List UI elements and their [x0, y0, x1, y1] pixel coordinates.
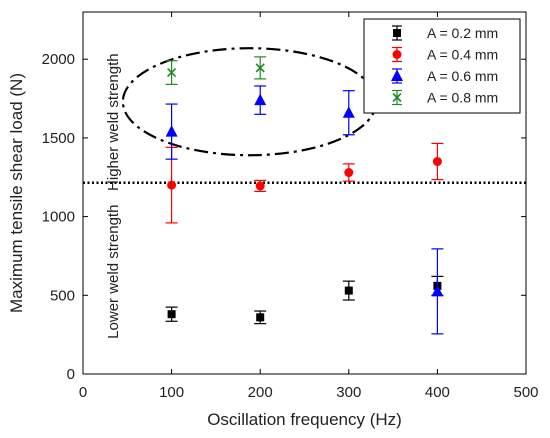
legend-label-1: A = 0.4 mm	[427, 47, 498, 63]
data-point-series-3-0	[167, 68, 177, 78]
legend: A = 0.2 mm A = 0.4 mm A = 0.6 mm A = 0.8 mm	[363, 18, 521, 114]
data-point-series-2-2	[342, 106, 355, 118]
y-tick-label-2000: 2000	[42, 51, 75, 68]
data-point-series-2-1	[254, 93, 267, 106]
data-point-series-2-3	[431, 284, 444, 297]
y-tick-label-1000: 1000	[42, 209, 75, 226]
x-tick-label-400: 400	[425, 384, 450, 401]
highlight-ellipse	[121, 47, 378, 157]
y-tick-label-500: 500	[50, 287, 75, 304]
y-tick-label-0: 0	[67, 366, 75, 383]
lower-weld-strength-annotation: Lower weld strength	[105, 205, 122, 339]
legend-label-0: A = 0.2 mm	[427, 25, 498, 41]
data-point-series-1-1	[255, 181, 265, 191]
legend-entry-3: A = 0.8 mm	[392, 90, 498, 106]
x-tick-label-100: 100	[159, 384, 184, 401]
legend-box	[363, 18, 521, 114]
data-point-series-1-3	[432, 157, 442, 167]
legend-marker-2	[391, 69, 403, 81]
legend-label-3: A = 0.8 mm	[427, 90, 498, 106]
series-1	[165, 142, 444, 224]
data-point-series-0-2	[344, 286, 353, 295]
y-axis-title: Maximum tensile shear load (N)	[7, 73, 26, 313]
legend-entry-0: A = 0.2 mm	[392, 25, 498, 41]
legend-marker-3	[392, 92, 402, 103]
x-tick-label-0: 0	[79, 384, 87, 401]
legend-marker-1	[392, 50, 402, 59]
data-point-series-3-1	[255, 63, 265, 73]
series-2	[165, 85, 444, 335]
data-point-series-2-0	[165, 125, 178, 137]
legend-entry-1: A = 0.4 mm	[392, 47, 498, 63]
legend-label-2: A = 0.6 mm	[427, 68, 498, 84]
x-axis-title: Oscillation frequency (Hz)	[207, 410, 402, 429]
x-tick-label-500: 500	[513, 384, 538, 401]
x-tick-label-300: 300	[336, 384, 361, 401]
data-point-series-1-0	[167, 180, 177, 190]
x-tick-label-200: 200	[248, 384, 273, 401]
data-point-series-0-1	[256, 313, 265, 322]
data-point-series-0-0	[167, 310, 176, 319]
higher-weld-strength-annotation: Higher weld strength	[105, 53, 122, 191]
plot-area	[82, 11, 527, 375]
data-point-series-1-2	[344, 168, 354, 178]
series-3	[165, 56, 267, 86]
legend-entry-2: A = 0.6 mm	[391, 68, 498, 84]
series-0	[165, 275, 444, 325]
legend-marker-0	[393, 29, 401, 37]
y-tick-label-1500: 1500	[42, 130, 75, 147]
